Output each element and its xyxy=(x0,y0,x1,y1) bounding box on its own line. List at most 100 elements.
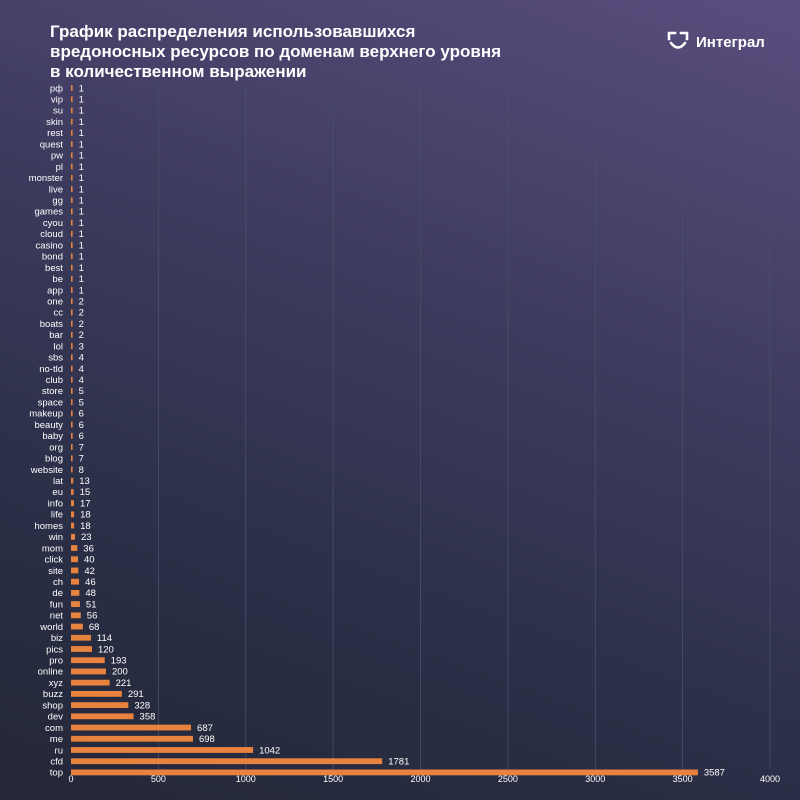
value-label: 1 xyxy=(79,252,84,263)
category-label: blog xyxy=(45,454,63,465)
gridlines xyxy=(157,83,771,769)
x-tick-label: 2000 xyxy=(410,774,430,784)
category-label: gg xyxy=(52,196,63,207)
value-label: 1 xyxy=(79,106,84,117)
bar xyxy=(71,141,73,147)
value-label: 2 xyxy=(79,330,84,341)
bar xyxy=(71,657,105,664)
category-label: info xyxy=(48,498,63,509)
value-label: 56 xyxy=(87,611,98,622)
value-label: 48 xyxy=(85,588,96,599)
bar xyxy=(71,174,73,181)
category-label: vip xyxy=(51,95,63,106)
category-label: sbs xyxy=(48,353,63,364)
value-label: 46 xyxy=(85,577,96,588)
bar xyxy=(71,489,74,495)
category-label: cloud xyxy=(40,229,63,240)
category-label: ru xyxy=(55,745,63,756)
category-label: cc xyxy=(54,308,64,319)
bar xyxy=(71,118,73,125)
value-label: 2 xyxy=(79,319,84,330)
value-label: 1781 xyxy=(388,757,409,768)
category-label: ch xyxy=(53,577,63,588)
bar xyxy=(71,590,80,596)
bar xyxy=(71,612,81,619)
value-label: 18 xyxy=(80,521,91,532)
bar xyxy=(71,354,73,361)
category-label: lol xyxy=(53,341,63,352)
category-label: рф xyxy=(50,83,63,94)
category-label: life xyxy=(51,510,63,521)
bar xyxy=(71,343,73,349)
chart-title-line-2: вредоносных ресурсов по доменам верхнего… xyxy=(50,42,502,61)
category-label: dev xyxy=(48,712,64,723)
bar xyxy=(71,107,73,114)
category-label: su xyxy=(53,106,63,117)
bar xyxy=(71,634,91,641)
value-label: 2 xyxy=(79,296,84,307)
bar xyxy=(71,601,80,608)
value-label: 42 xyxy=(84,566,95,577)
bar xyxy=(71,578,80,585)
value-label: 51 xyxy=(86,599,97,610)
value-label: 3 xyxy=(79,341,84,352)
brand-logo: Интеграл xyxy=(666,29,765,55)
bar xyxy=(71,410,73,417)
value-label: 1 xyxy=(79,218,84,229)
bar xyxy=(71,331,73,338)
bar xyxy=(71,85,73,91)
value-label: 4 xyxy=(79,375,84,386)
value-label: 1 xyxy=(79,162,84,173)
value-label: 1042 xyxy=(259,745,280,756)
bar xyxy=(71,219,73,226)
labels: рф 1 vip 1 su 1 skin 1 rest 1 quest 1 pw 1 pl 1 monster 1… xyxy=(29,83,725,778)
value-label: 68 xyxy=(89,622,100,633)
value-label: 120 xyxy=(98,644,114,655)
bar xyxy=(71,623,83,630)
value-label: 3587 xyxy=(704,768,725,779)
value-label: 13 xyxy=(79,476,90,487)
category-label: eu xyxy=(52,487,63,498)
bar xyxy=(71,421,73,428)
category-label: space xyxy=(38,397,63,408)
bar xyxy=(71,747,254,753)
bar xyxy=(71,511,75,518)
category-label: me xyxy=(50,734,63,745)
value-label: 4 xyxy=(79,364,84,375)
bar xyxy=(71,758,383,765)
bars xyxy=(71,85,698,776)
bar xyxy=(71,522,75,529)
category-label: shop xyxy=(42,700,63,711)
category-label: one xyxy=(47,296,63,307)
x-tick-label: 2500 xyxy=(498,774,518,784)
category-label: pl xyxy=(56,162,63,173)
bar xyxy=(71,735,193,742)
chart-title: График распределения использовавшихся вр… xyxy=(50,22,570,82)
category-label: makeup xyxy=(29,409,63,420)
value-label: 221 xyxy=(116,678,132,689)
category-label: best xyxy=(45,263,63,274)
bar xyxy=(71,679,110,686)
bar xyxy=(71,388,73,394)
value-label: 193 xyxy=(111,656,127,667)
value-label: 1 xyxy=(79,274,84,285)
category-label: app xyxy=(47,285,63,296)
bar xyxy=(71,477,74,484)
value-label: 1 xyxy=(79,285,84,296)
value-label: 1 xyxy=(79,184,84,195)
bar xyxy=(71,646,92,652)
bar xyxy=(71,533,76,540)
bar xyxy=(71,163,73,170)
value-label: 7 xyxy=(79,442,84,453)
chart-title-line-1: График распределения использовавшихся xyxy=(50,22,416,41)
x-tick-label: 1000 xyxy=(236,774,256,784)
bar xyxy=(71,275,73,282)
category-label: lat xyxy=(53,476,63,487)
category-label: live xyxy=(49,184,63,195)
value-label: 1 xyxy=(79,173,84,184)
category-label: cfd xyxy=(50,757,63,768)
x-tick-label: 500 xyxy=(151,774,166,784)
bar xyxy=(71,253,73,260)
category-label: casino xyxy=(36,240,63,251)
category-label: rest xyxy=(47,128,63,139)
